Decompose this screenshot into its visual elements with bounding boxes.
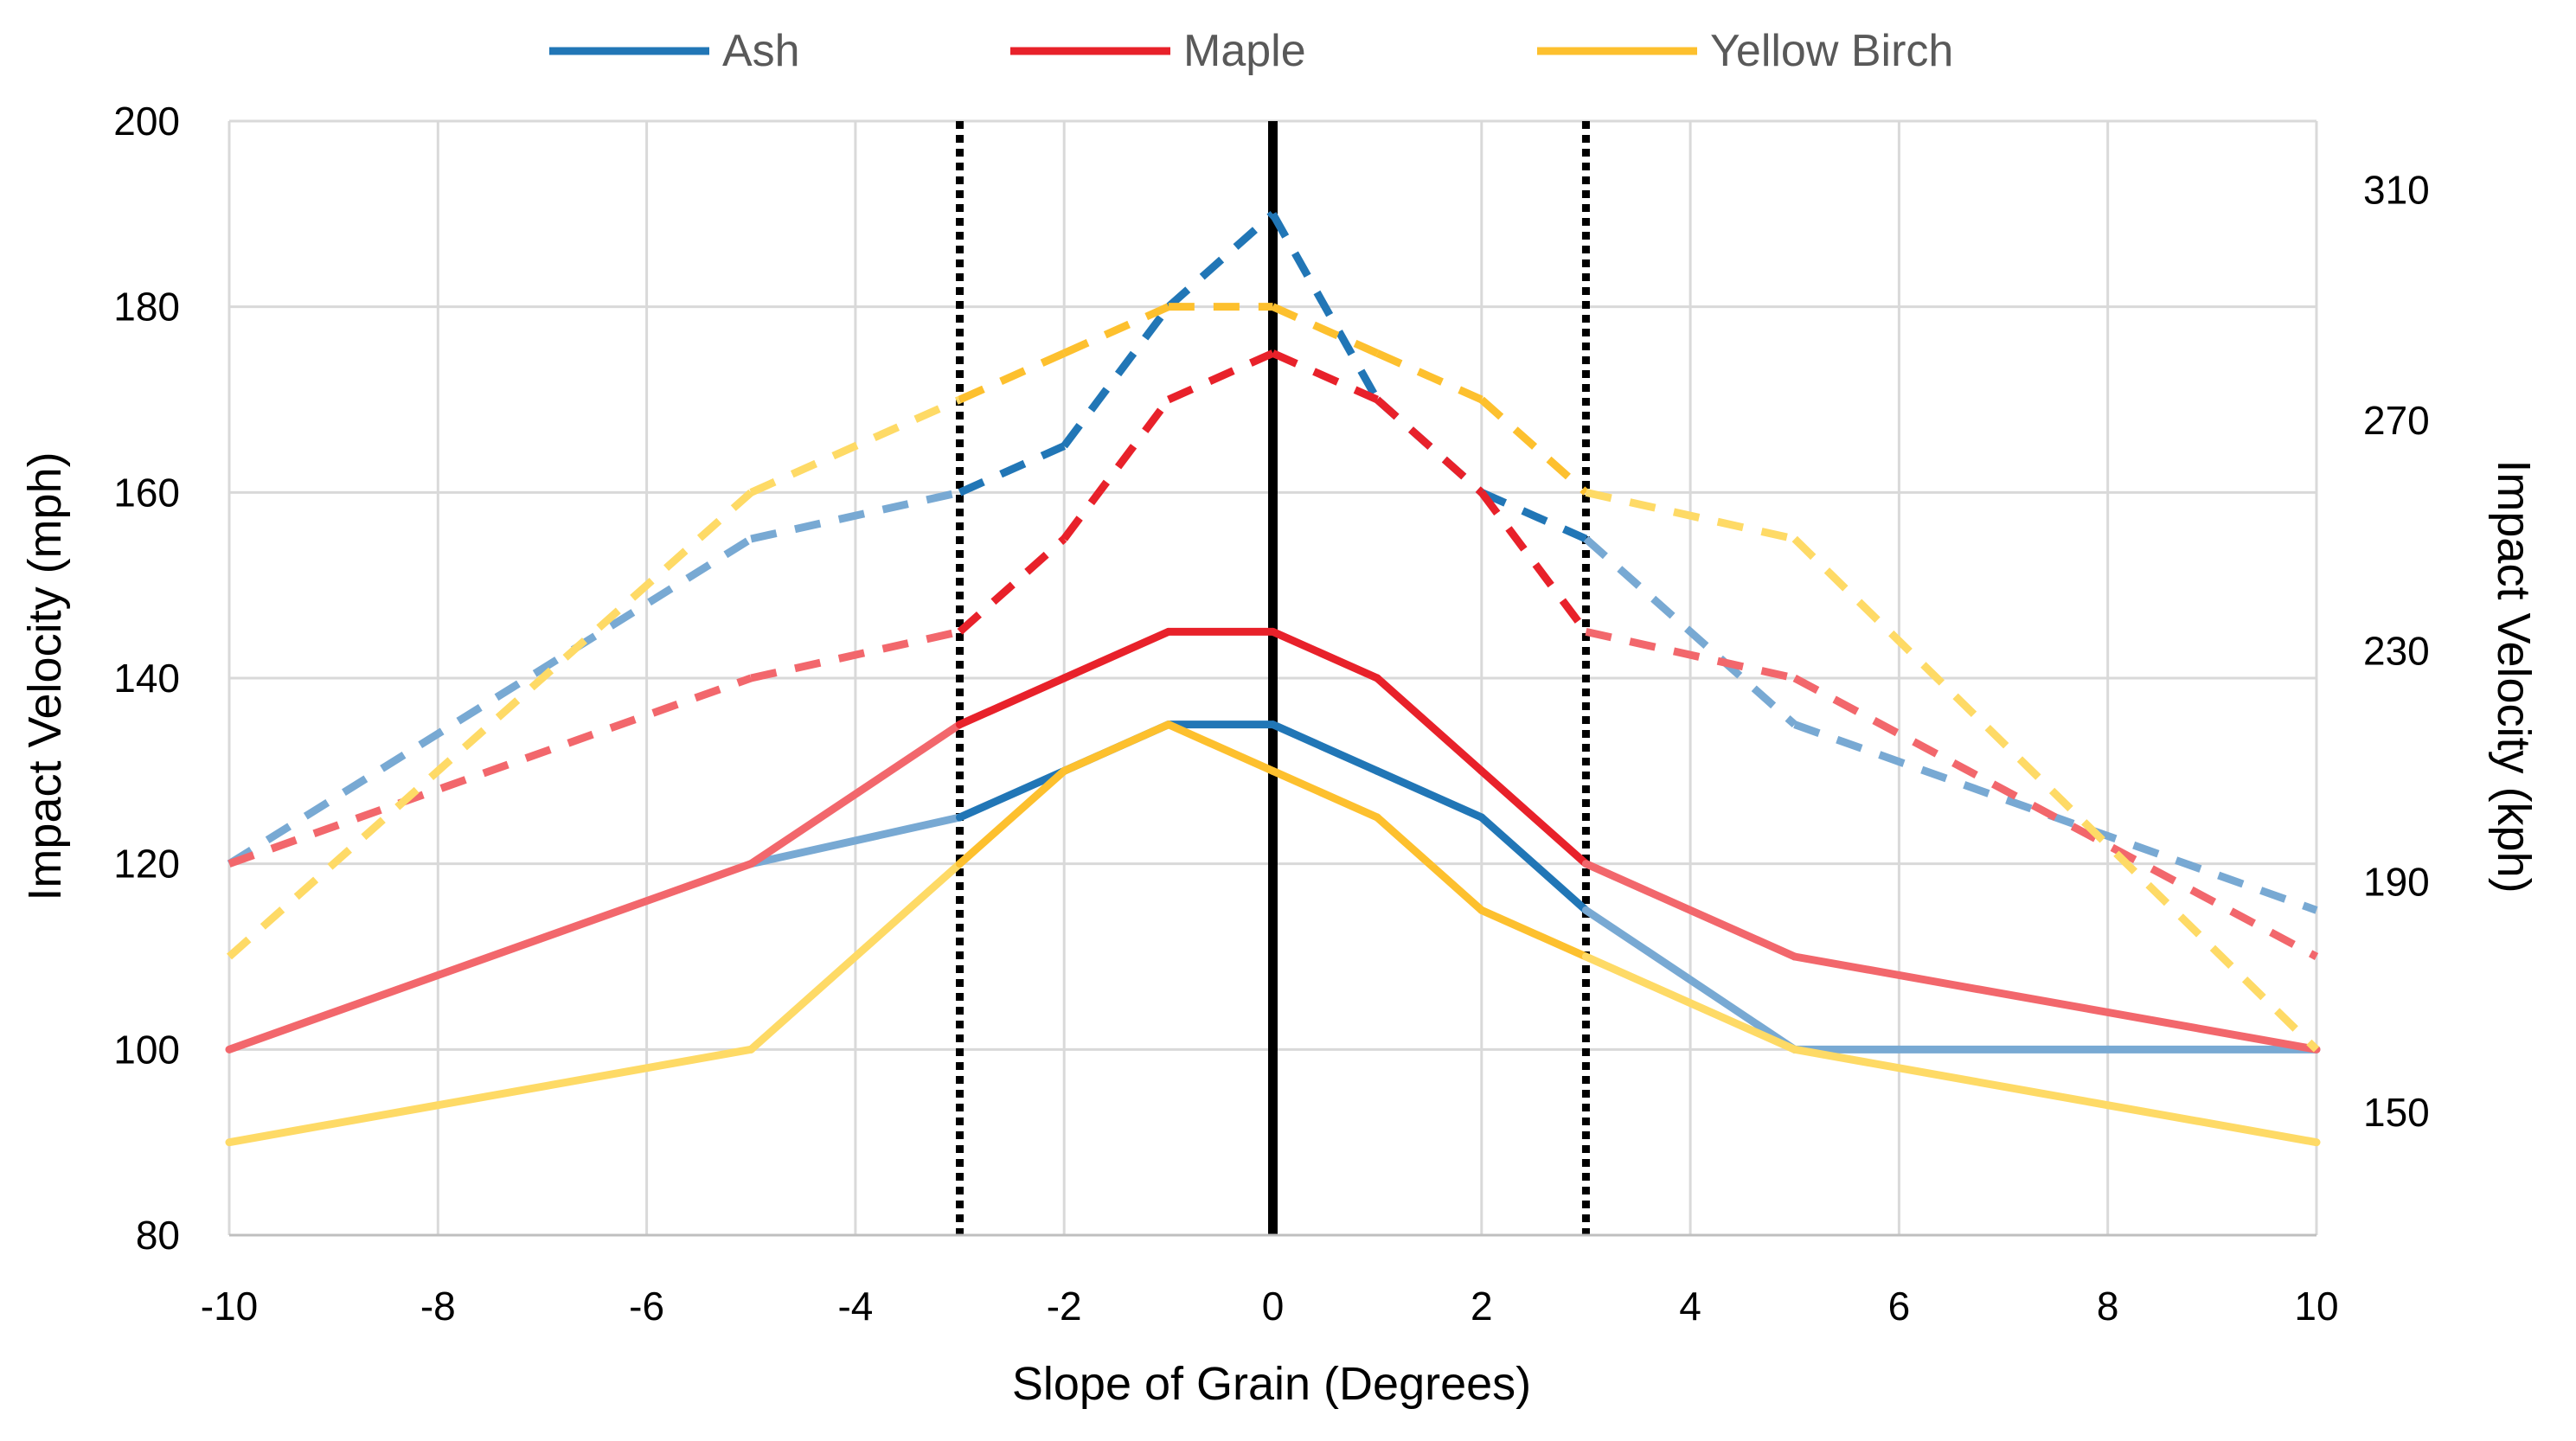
yellow-birch-dashed-segment bbox=[749, 395, 962, 496]
maple-solid-segment bbox=[1373, 674, 1486, 775]
y-axis-title: Impact Velocity (mph) bbox=[19, 452, 71, 900]
ash-solid-segment bbox=[747, 813, 964, 868]
maple-dashed-segment bbox=[1585, 627, 1796, 682]
legend-label: Yellow Birch bbox=[1710, 26, 1953, 76]
legend-label: Ash bbox=[722, 26, 800, 76]
maple-solid-segment bbox=[1477, 766, 1590, 868]
x-tick-label: -2 bbox=[1047, 1284, 1082, 1329]
y2-axis-title: Impact Velocity (kph) bbox=[2488, 459, 2540, 893]
yellow-birch-solid-segment bbox=[1791, 1045, 2321, 1147]
ash-dashed-segment bbox=[1583, 535, 1797, 728]
x-tick-label: 2 bbox=[1471, 1284, 1493, 1329]
x-tick-label: 10 bbox=[2294, 1284, 2338, 1329]
yellow-birch-dashed-segment bbox=[1478, 396, 1589, 496]
x-tick-label: 8 bbox=[2097, 1284, 2119, 1329]
ash-solid-segment bbox=[1581, 906, 1799, 1054]
yellow-birch-solid-segment bbox=[956, 766, 1068, 868]
maple-solid-segment bbox=[956, 674, 1068, 729]
ash-dashed-segment bbox=[1061, 304, 1172, 449]
maple-solid-segment bbox=[225, 860, 755, 1054]
y2-tick-label: 270 bbox=[2363, 398, 2430, 443]
data-series bbox=[225, 210, 2321, 1147]
yellow-birch-dashed-segment bbox=[1791, 535, 2320, 1053]
maple-dashed-segment bbox=[1375, 396, 1484, 496]
x-tick-label: -6 bbox=[629, 1284, 664, 1329]
x-tick-label: -8 bbox=[420, 1284, 456, 1329]
y2-tick-label: 190 bbox=[2363, 859, 2430, 904]
yellow-birch-solid-segment bbox=[1477, 906, 1590, 961]
maple-dashed-segment bbox=[1167, 349, 1275, 404]
maple-dashed-segment bbox=[750, 627, 961, 682]
ash-dashed-segment bbox=[958, 442, 1067, 496]
y-tick-label: 140 bbox=[113, 656, 180, 701]
maple-solid-segment bbox=[1581, 860, 1799, 961]
ash-solid-segment bbox=[956, 766, 1068, 822]
y-tick-label: 180 bbox=[113, 285, 180, 330]
yellow-birch-dashed-segment bbox=[1375, 349, 1483, 404]
maple-dashed-segment bbox=[1061, 397, 1172, 541]
ash-dashed-segment bbox=[227, 535, 753, 868]
ash-solid-segment bbox=[1477, 813, 1590, 914]
y-tick-label: 200 bbox=[113, 99, 180, 144]
yellow-birch-dashed-segment bbox=[1585, 488, 1796, 543]
ash-solid-segment bbox=[1373, 766, 1486, 822]
yellow-birch-solid-segment bbox=[1164, 720, 1277, 775]
x-axis-title: Slope of Grain (Degrees) bbox=[1012, 1358, 1531, 1410]
yellow-birch-dashed-segment bbox=[1062, 303, 1170, 357]
yellow-birch-solid-segment bbox=[1581, 952, 1799, 1054]
yellow-birch-solid-segment bbox=[225, 1045, 755, 1147]
x-tick-label: -10 bbox=[201, 1284, 258, 1329]
maple-dashed-segment bbox=[957, 535, 1067, 635]
ash-dashed-segment bbox=[750, 488, 961, 543]
y-tick-label: 160 bbox=[113, 470, 180, 515]
y2-tick-label: 310 bbox=[2363, 167, 2430, 212]
yellow-birch-dashed-segment bbox=[958, 349, 1067, 404]
y-tick-label: 120 bbox=[113, 842, 180, 887]
yellow-birch-dashed-segment bbox=[1271, 303, 1379, 357]
yellow-birch-solid-segment bbox=[747, 860, 964, 1054]
maple-solid-segment bbox=[747, 720, 964, 868]
x-tick-label: 4 bbox=[1679, 1284, 1701, 1329]
y-tick-label: 80 bbox=[136, 1213, 180, 1258]
yellow-birch-dashed-segment bbox=[227, 489, 754, 960]
maple-solid-segment bbox=[1791, 952, 2321, 1054]
ash-dashed-segment bbox=[1269, 212, 1381, 402]
x-tick-label: 6 bbox=[1888, 1284, 1911, 1329]
maple-dashed-segment bbox=[1271, 349, 1379, 404]
y2-tick-label: 230 bbox=[2363, 629, 2430, 674]
maple-dashed-segment bbox=[227, 674, 753, 868]
yellow-birch-solid-segment bbox=[1373, 813, 1486, 914]
y-tick-label: 100 bbox=[113, 1027, 180, 1072]
ash-solid-segment bbox=[1269, 720, 1381, 775]
maple-dashed-segment bbox=[1478, 490, 1590, 635]
y2-tick-label: 150 bbox=[2363, 1090, 2430, 1135]
maple-solid-segment bbox=[1060, 627, 1173, 682]
x-tick-label: 0 bbox=[1262, 1284, 1285, 1329]
legend-label: Maple bbox=[1183, 26, 1306, 76]
axes: -10 -8 -6 -4 -2 0 2 4 6 8 10 80 100 120 140 160 180 200 15… bbox=[113, 99, 2430, 1329]
ash-dashed-segment bbox=[1165, 210, 1276, 311]
maple-dashed-segment bbox=[1792, 675, 2319, 960]
ash-dashed-segment bbox=[1479, 489, 1588, 543]
x-tick-label: -4 bbox=[837, 1284, 873, 1329]
maple-solid-segment bbox=[1269, 627, 1381, 682]
legend: Ash Maple Yellow Birch bbox=[549, 26, 1953, 76]
yellow-birch-solid-segment bbox=[1060, 720, 1173, 775]
yellow-birch-solid-segment bbox=[1269, 766, 1381, 822]
